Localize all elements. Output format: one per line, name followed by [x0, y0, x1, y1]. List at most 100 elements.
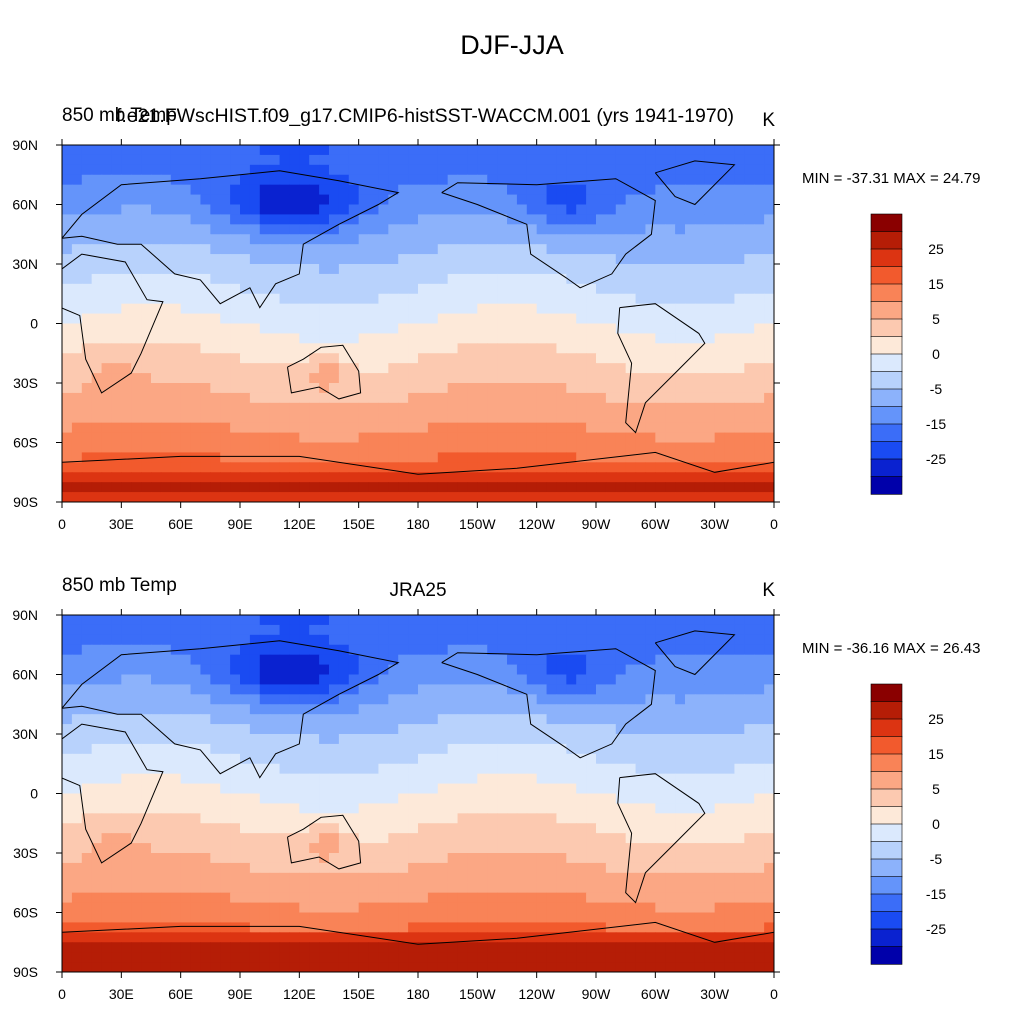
heatmap-cell	[408, 442, 419, 454]
heatmap-cell	[141, 862, 152, 874]
heatmap-cell	[714, 843, 726, 854]
heatmap-cell	[62, 343, 73, 354]
heatmap-cell	[289, 234, 300, 245]
heatmap-cell	[734, 422, 745, 434]
heatmap-cell	[655, 624, 666, 636]
heatmap-cell	[764, 912, 774, 924]
heatmap-cell	[131, 392, 142, 404]
heatmap-cell	[635, 654, 647, 666]
heatmap-cell	[635, 244, 647, 255]
heatmap-cell	[160, 684, 172, 695]
heatmap-cell	[141, 882, 152, 894]
heatmap-cell	[210, 813, 221, 824]
heatmap-cell	[408, 843, 419, 854]
heatmap-cell	[615, 674, 627, 686]
heatmap-cell	[507, 472, 518, 483]
heatmap-cell	[645, 333, 656, 344]
heatmap-cell	[249, 402, 261, 414]
heatmap-cell	[101, 912, 113, 924]
heatmap-cell	[121, 224, 132, 235]
heatmap-cell	[319, 283, 330, 295]
heatmap-cell	[655, 734, 666, 745]
heatmap-cell	[289, 634, 300, 646]
heatmap-cell	[526, 154, 538, 166]
heatmap-cell	[210, 743, 221, 755]
heatmap-cell	[111, 932, 122, 943]
heatmap-cell	[744, 704, 755, 715]
heatmap-cell	[497, 624, 508, 636]
heatmap-cell	[526, 303, 538, 315]
heatmap-cell	[240, 882, 251, 894]
heatmap-cell	[358, 174, 370, 186]
heatmap-cell	[279, 684, 291, 695]
heatmap-cell	[744, 664, 755, 676]
heatmap-cell	[378, 624, 389, 636]
heatmap-cell	[596, 654, 607, 666]
heatmap-cell	[309, 422, 320, 434]
heatmap-cell	[170, 293, 182, 305]
heatmap-cell	[71, 902, 83, 914]
heatmap-cell	[457, 214, 469, 225]
heatmap-cell	[269, 244, 281, 255]
heatmap-cell	[536, 174, 548, 186]
heatmap-cell	[645, 684, 656, 695]
heatmap-cell	[160, 154, 172, 166]
heatmap-cell	[338, 383, 350, 394]
heatmap-cell	[497, 664, 508, 676]
heatmap-cell	[685, 654, 696, 666]
heatmap-cell	[299, 462, 310, 473]
heatmap-cell	[516, 333, 528, 344]
heatmap-cell	[299, 154, 310, 166]
heatmap-cell	[220, 224, 231, 235]
heatmap-cell	[338, 392, 350, 404]
heatmap-cell	[724, 174, 736, 186]
heatmap-cell	[724, 813, 736, 824]
heatmap-cell	[487, 244, 498, 255]
heatmap-cell	[625, 862, 637, 874]
heatmap-cell	[497, 882, 508, 894]
heatmap-cell	[586, 912, 597, 924]
heatmap-cell	[447, 303, 459, 315]
heatmap-cell	[437, 442, 449, 454]
heatmap-cell	[645, 353, 656, 364]
heatmap-cell	[437, 853, 449, 864]
heatmap-cell	[309, 615, 320, 626]
heatmap-cell	[279, 343, 291, 354]
heatmap-cell	[447, 174, 459, 186]
heatmap-cell	[694, 872, 706, 884]
heatmap-cell	[437, 783, 449, 795]
heatmap-cell	[210, 303, 221, 315]
heatmap-cell	[418, 472, 429, 483]
heatmap-cell	[210, 492, 221, 502]
heatmap-cell	[259, 254, 271, 265]
heatmap-cell	[230, 644, 241, 656]
heatmap-cell	[141, 383, 152, 394]
heatmap-cell	[408, 412, 419, 424]
heatmap-cell	[101, 313, 113, 325]
heatmap-cell	[398, 803, 409, 814]
heatmap-cell	[230, 363, 241, 374]
heatmap-cell	[507, 793, 518, 805]
heatmap-cell	[546, 813, 558, 824]
heatmap-cell	[467, 482, 478, 493]
heatmap-cell	[507, 803, 518, 814]
heatmap-cell	[507, 763, 518, 775]
heatmap-cell	[230, 853, 241, 864]
heatmap-cell	[408, 293, 419, 305]
heatmap-cell	[576, 333, 587, 344]
heatmap-cell	[704, 753, 716, 765]
heatmap-cell	[71, 204, 83, 216]
heatmap-cell	[338, 174, 350, 186]
heatmap-cell	[724, 452, 736, 463]
heatmap-cell	[279, 283, 291, 295]
heatmap-cell	[309, 145, 320, 156]
heatmap-cell	[190, 254, 202, 265]
heatmap-cell	[734, 492, 745, 502]
heatmap-cell	[388, 902, 399, 914]
heatmap-cell	[418, 194, 429, 206]
heatmap-cell	[62, 743, 73, 755]
heatmap-cell	[526, 194, 538, 206]
heatmap-cell	[744, 714, 755, 725]
heatmap-cell	[279, 773, 291, 785]
